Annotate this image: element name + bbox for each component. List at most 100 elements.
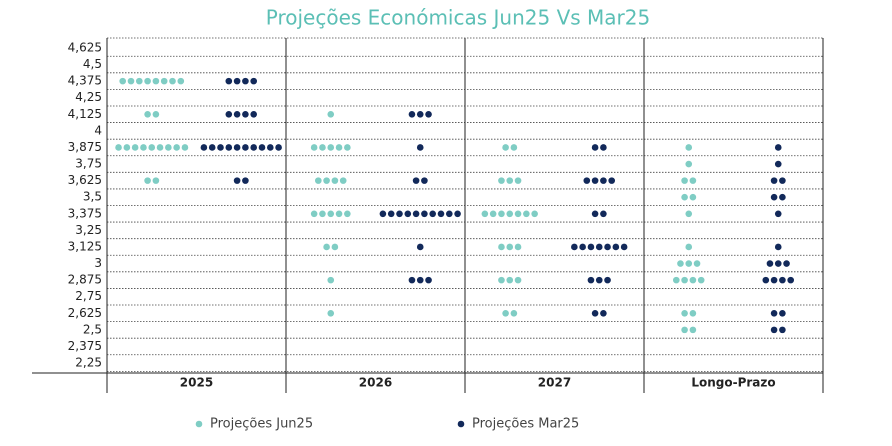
dot bbox=[514, 210, 522, 218]
dot bbox=[250, 110, 257, 118]
dot bbox=[233, 77, 241, 85]
legend-label: Projeções Jun25 bbox=[210, 417, 313, 432]
dot bbox=[327, 110, 335, 118]
dot bbox=[136, 77, 143, 85]
y-tick-label: 3,625 bbox=[68, 173, 102, 187]
dot bbox=[242, 177, 249, 184]
dot bbox=[225, 144, 233, 151]
dot bbox=[685, 243, 693, 251]
dot bbox=[779, 309, 786, 317]
dot bbox=[169, 77, 176, 85]
dot bbox=[416, 110, 424, 118]
dot bbox=[779, 276, 786, 284]
dot bbox=[454, 210, 461, 218]
dot bbox=[429, 210, 437, 218]
dot bbox=[344, 144, 351, 151]
dot bbox=[200, 144, 208, 151]
y-tick-label: 4,5 bbox=[83, 57, 102, 71]
y-tick-label: 3,375 bbox=[68, 206, 102, 220]
dot bbox=[208, 144, 216, 151]
dot bbox=[514, 177, 522, 184]
dot bbox=[510, 144, 518, 151]
y-tick-label: 3,5 bbox=[83, 190, 102, 204]
dot bbox=[173, 144, 180, 151]
dot bbox=[779, 193, 786, 201]
dot bbox=[783, 260, 790, 267]
legend-label: Projeções Mar25 bbox=[472, 417, 579, 432]
dot bbox=[591, 210, 599, 218]
dot bbox=[327, 309, 335, 317]
dot bbox=[685, 210, 693, 218]
dot bbox=[425, 110, 432, 118]
legend-marker bbox=[457, 420, 465, 428]
chart-title: Projeções Económicas Jun25 Vs Mar25 bbox=[266, 6, 650, 30]
dot bbox=[685, 260, 693, 267]
dot bbox=[416, 144, 424, 151]
dot bbox=[693, 260, 701, 267]
dot bbox=[152, 110, 160, 118]
dot bbox=[612, 243, 620, 251]
dot bbox=[225, 77, 233, 85]
dot bbox=[681, 177, 688, 184]
y-tick-label: 4,125 bbox=[68, 107, 102, 121]
dot bbox=[770, 309, 778, 317]
dot bbox=[344, 210, 351, 218]
dot bbox=[412, 177, 420, 184]
y-tick-label: 2,375 bbox=[68, 339, 102, 353]
dot bbox=[681, 193, 688, 201]
dot bbox=[579, 243, 586, 251]
dot bbox=[689, 193, 697, 201]
dot bbox=[127, 77, 135, 85]
dot bbox=[315, 177, 322, 184]
dot bbox=[323, 243, 330, 251]
dot bbox=[481, 210, 489, 218]
dot bbox=[498, 243, 505, 251]
dot bbox=[131, 144, 139, 151]
dot bbox=[217, 144, 224, 151]
y-tick-label: 4,25 bbox=[75, 90, 102, 104]
dot bbox=[323, 177, 330, 184]
dot bbox=[506, 276, 514, 284]
dot bbox=[331, 243, 339, 251]
dot bbox=[425, 276, 432, 284]
dot bbox=[689, 326, 697, 334]
dot bbox=[233, 144, 241, 151]
dot bbox=[779, 326, 786, 334]
y-tick-label: 4 bbox=[94, 123, 102, 137]
dot bbox=[233, 177, 241, 184]
dot bbox=[339, 177, 347, 184]
dot bbox=[327, 210, 335, 218]
dot bbox=[404, 210, 412, 218]
dot bbox=[604, 243, 611, 251]
dot bbox=[514, 276, 522, 284]
dot bbox=[770, 276, 778, 284]
dot bbox=[331, 177, 339, 184]
dot bbox=[421, 210, 428, 218]
dot bbox=[387, 210, 395, 218]
legend-marker bbox=[195, 420, 203, 428]
dot bbox=[685, 144, 693, 151]
dot bbox=[242, 110, 249, 118]
y-tick-label: 3,75 bbox=[75, 157, 102, 171]
dot bbox=[498, 276, 505, 284]
y-tick-label: 2,75 bbox=[75, 289, 102, 303]
dot bbox=[310, 210, 318, 218]
dot bbox=[115, 144, 122, 151]
dot bbox=[177, 77, 185, 85]
dot bbox=[608, 177, 615, 184]
dot bbox=[587, 276, 595, 284]
dot bbox=[152, 77, 160, 85]
dot bbox=[502, 144, 509, 151]
dot bbox=[571, 243, 578, 251]
dot bbox=[779, 177, 786, 184]
y-tick-label: 3 bbox=[94, 256, 102, 270]
dot bbox=[510, 309, 518, 317]
dot bbox=[327, 144, 335, 151]
y-tick-label: 4,625 bbox=[68, 40, 102, 54]
dot bbox=[242, 144, 249, 151]
y-tick-label: 2,5 bbox=[83, 322, 102, 336]
dot bbox=[506, 210, 514, 218]
dot bbox=[498, 210, 505, 218]
dot bbox=[604, 276, 611, 284]
dot bbox=[119, 77, 126, 85]
